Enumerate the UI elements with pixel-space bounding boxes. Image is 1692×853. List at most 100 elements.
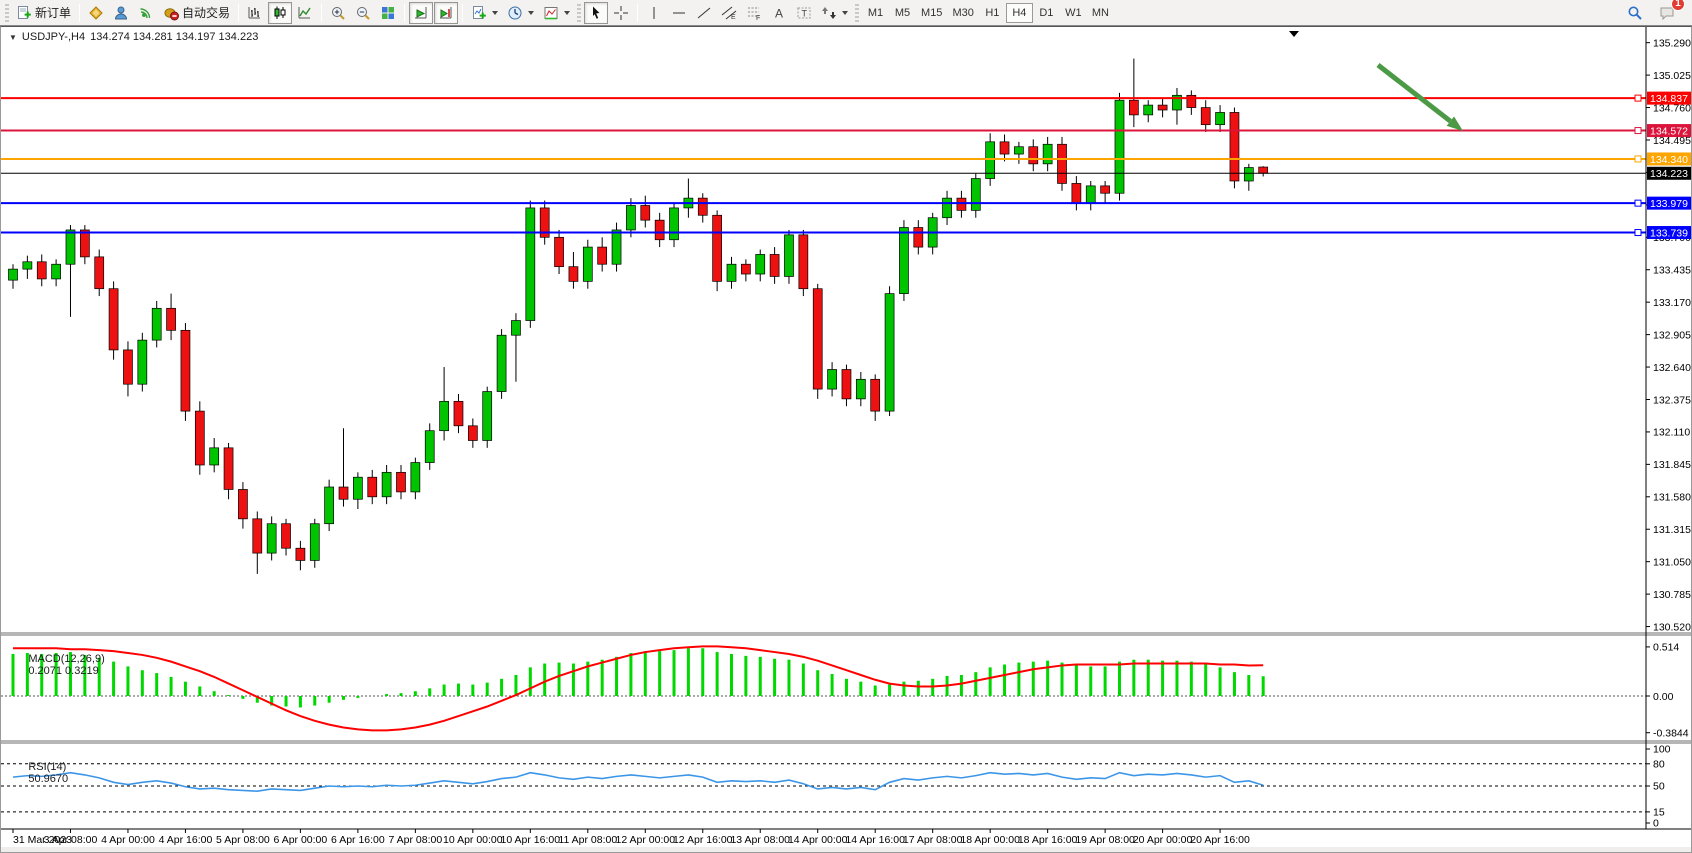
svg-text:132.905: 132.905 — [1653, 329, 1691, 341]
time-axis-label: 20 Apr 16:00 — [1190, 834, 1250, 846]
templates-button[interactable] — [539, 2, 574, 24]
label-icon: T — [797, 7, 811, 18]
horizontal-line-button[interactable] — [667, 2, 691, 24]
time-axis-label: 31 Mar 2023 — [13, 834, 72, 846]
candle-body — [511, 320, 521, 336]
candle-body — [108, 288, 119, 351]
timeframe-H1[interactable]: H1 — [985, 6, 1000, 19]
equidistant-channel-button[interactable]: E — [717, 2, 741, 24]
text-label-button[interactable]: T — [792, 2, 816, 24]
zoom-in-button[interactable] — [326, 2, 350, 24]
candlestick-chart-button[interactable] — [268, 1, 293, 24]
timeframe-D1[interactable]: D1 — [1039, 6, 1054, 19]
candle-body — [396, 471, 406, 493]
trendline-button[interactable] — [692, 2, 716, 24]
fibonacci-button[interactable]: F — [742, 2, 766, 24]
timeframe-M5[interactable]: M5 — [894, 6, 911, 19]
time-axis-label: 11 Apr 08:00 — [558, 834, 617, 846]
styler-button[interactable] — [84, 2, 108, 24]
hline-handle[interactable] — [1634, 127, 1642, 135]
time-axis-label: 14 Apr 00:00 — [788, 834, 848, 846]
chart-title-dropdown-icon[interactable]: ▼ — [9, 32, 17, 42]
candle-body — [1028, 146, 1039, 165]
svg-text:132.375: 132.375 — [1653, 394, 1691, 406]
shift-marker-icon[interactable] — [1289, 31, 1299, 37]
rsi-indicator-label: RSI(14) 50.9670 — [10, 749, 68, 797]
indicators-button[interactable] — [467, 2, 502, 24]
candle-body — [482, 391, 493, 441]
timeframe-W1[interactable]: W1 — [1065, 6, 1082, 19]
time-axis-label: 18 Apr 16:00 — [1018, 834, 1078, 846]
candle-body — [281, 523, 291, 549]
candle-body — [137, 339, 148, 385]
notification-count-badge: 1 — [1671, 0, 1685, 11]
chart-canvas[interactable]: 135.290135.025134.760134.495134.230133.9… — [1, 27, 1691, 852]
cursor-button[interactable] — [584, 1, 609, 24]
crosshair-button[interactable] — [609, 2, 633, 24]
candle-body — [453, 400, 464, 427]
auto-scroll-button[interactable] — [409, 1, 434, 24]
toolbar-grip[interactable] — [577, 3, 582, 22]
fibonacci-icon: F — [748, 7, 760, 21]
search-button[interactable] — [1623, 2, 1647, 24]
vertical-line-icon — [653, 6, 655, 19]
svg-text:131.580: 131.580 — [1653, 492, 1691, 504]
arrows-button[interactable] — [817, 2, 852, 24]
vertical-line-button[interactable] — [642, 2, 666, 24]
hline-handle[interactable] — [1634, 94, 1642, 102]
svg-text:134.340: 134.340 — [1650, 154, 1688, 166]
candle-body — [324, 486, 334, 525]
autotrading-icon — [164, 7, 180, 20]
zoom-out-button[interactable] — [351, 2, 375, 24]
new-order-button[interactable]: 新订单 — [12, 2, 75, 24]
chevron-down-icon — [842, 10, 849, 15]
candle-body — [985, 141, 996, 179]
periods-button[interactable] — [503, 2, 538, 24]
channel-icon: E — [721, 6, 737, 21]
hline-handle[interactable] — [1634, 155, 1642, 163]
autotrading-button[interactable]: 自动交易 — [159, 2, 234, 24]
svg-text:130.785: 130.785 — [1653, 589, 1691, 601]
text-button[interactable]: A — [767, 2, 791, 24]
candle-body — [194, 410, 205, 466]
timeframe-MN[interactable]: MN — [1091, 6, 1109, 19]
hline-handle[interactable] — [1634, 229, 1642, 237]
chart-title[interactable]: ▼ USDJPY-,H4 134.274 134.281 134.197 134… — [9, 31, 258, 43]
zoom-in-icon — [332, 6, 345, 20]
candle-body — [870, 378, 881, 412]
candle-body — [1071, 183, 1082, 204]
new-order-icon — [18, 5, 31, 19]
hline-handle[interactable] — [1634, 199, 1642, 207]
timeframe-M15[interactable]: M15 — [921, 6, 943, 19]
candle-body — [1057, 143, 1067, 184]
timeframe-M1[interactable]: M1 — [867, 6, 884, 19]
trend-arrow-annotation[interactable] — [1376, 63, 1452, 124]
tile-windows-button[interactable] — [376, 2, 400, 24]
candle-body — [884, 293, 895, 412]
bar-chart-button[interactable] — [243, 2, 267, 24]
line-chart-button[interactable] — [293, 2, 317, 24]
time-axis-label: 4 Apr 00:00 — [101, 834, 155, 846]
time-axis-label: 13 Apr 08:00 — [730, 834, 790, 846]
candle-body — [467, 425, 478, 441]
svg-text:T: T — [802, 8, 808, 18]
candle-body — [942, 197, 952, 219]
signals-button[interactable] — [134, 2, 158, 24]
timeframe-M30[interactable]: M30 — [952, 6, 974, 19]
toolbar-grip[interactable] — [5, 3, 9, 22]
timeframe-H4[interactable]: H4 — [1005, 2, 1033, 23]
svg-text:0.514: 0.514 — [1653, 642, 1679, 654]
time-axis-label: 10 Apr 00:00 — [443, 834, 503, 846]
toolbar-grip[interactable] — [855, 3, 860, 22]
arrows-icon — [822, 6, 837, 19]
candle-body — [1100, 185, 1110, 194]
candle-body — [970, 178, 981, 211]
svg-text:131.315: 131.315 — [1653, 524, 1691, 536]
candle-body — [582, 246, 593, 282]
notifications-button[interactable]: 1 — [1655, 0, 1685, 24]
candle-body — [726, 263, 737, 282]
candle-body — [353, 476, 363, 500]
chart-shift-button[interactable] — [434, 1, 459, 24]
community-button[interactable] — [109, 2, 133, 24]
time-axis-label: 14 Apr 16:00 — [845, 834, 905, 846]
